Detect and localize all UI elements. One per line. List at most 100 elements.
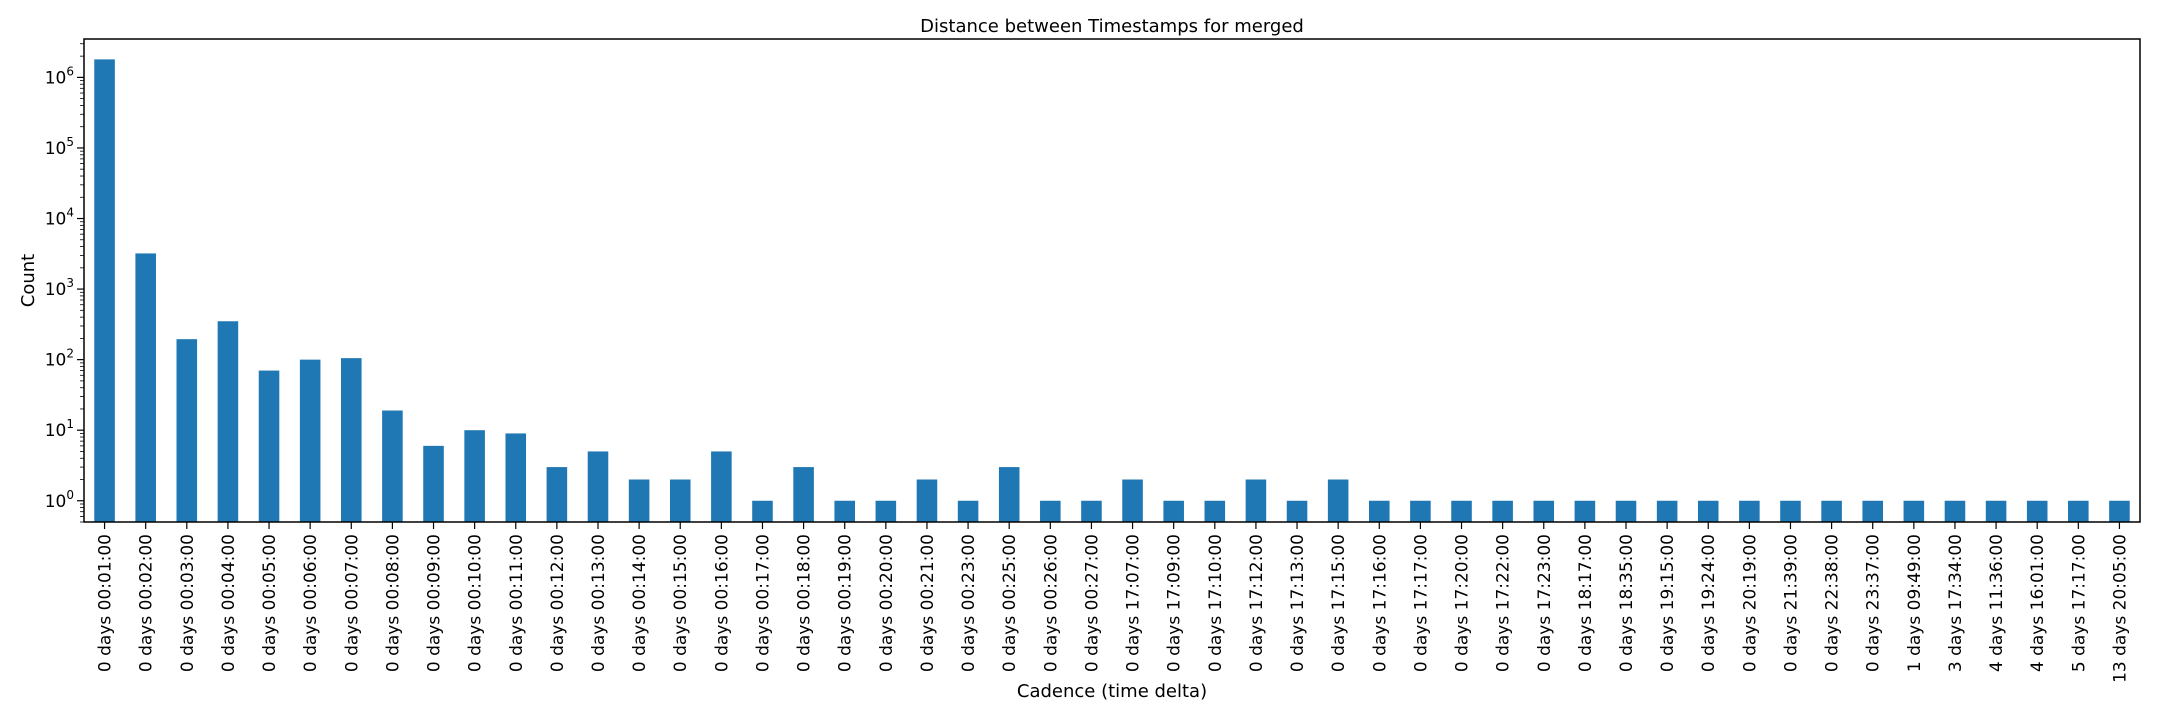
x-tick-label: 0 days 18:17:00 xyxy=(1576,534,1596,672)
bar xyxy=(669,479,691,522)
bar xyxy=(1985,500,2007,522)
bar xyxy=(423,445,444,522)
y-axis: 100 101 102 103 104 105 106 xyxy=(45,43,84,523)
y-tick-label: 105 xyxy=(45,135,74,159)
bar xyxy=(793,467,814,522)
x-tick-label: 0 days 00:11:00 xyxy=(507,534,527,672)
x-tick-label: 0 days 00:17:00 xyxy=(753,534,773,672)
bar xyxy=(1533,500,1555,522)
bar xyxy=(1081,500,1102,522)
bars-group xyxy=(94,59,2130,522)
x-tick-label: 0 days 00:09:00 xyxy=(425,534,445,672)
x-tick-label: 0 days 00:07:00 xyxy=(342,534,362,672)
bar xyxy=(628,479,650,522)
chart-title: Distance between Timestamps for merged xyxy=(920,16,1304,37)
x-tick-label: 0 days 00:18:00 xyxy=(795,534,815,672)
x-tick-label: 0 days 00:01:00 xyxy=(96,534,116,672)
bar xyxy=(1327,479,1349,522)
bar xyxy=(834,500,855,522)
bar xyxy=(1163,500,1184,522)
bar xyxy=(546,467,568,522)
bar xyxy=(1656,500,1678,522)
bar xyxy=(1492,500,1513,522)
x-tick-label: 0 days 20:19:00 xyxy=(1740,534,1760,672)
x-tick-label: 0 days 00:16:00 xyxy=(712,534,732,672)
bar xyxy=(1574,500,1596,522)
bar xyxy=(1245,479,1267,522)
bar xyxy=(1862,500,1883,522)
x-tick-label: 0 days 17:22:00 xyxy=(1494,534,1514,672)
x-tick-label: 0 days 00:15:00 xyxy=(671,534,691,672)
x-tick-label: 0 days 21:39:00 xyxy=(1781,534,1801,672)
bar xyxy=(1410,500,1431,522)
x-tick-label: 0 days 00:27:00 xyxy=(1082,534,1102,672)
x-tick-label: 3 days 17:34:00 xyxy=(1946,534,1966,672)
bar xyxy=(2109,500,2130,522)
bar xyxy=(176,339,198,522)
x-tick-label: 0 days 00:04:00 xyxy=(219,534,239,672)
x-tick-label: 13 days 20:05:00 xyxy=(2110,534,2130,683)
bar xyxy=(1780,500,1801,522)
bar xyxy=(2068,500,2089,522)
x-tick-label: 0 days 00:14:00 xyxy=(630,534,650,672)
bar xyxy=(752,500,773,522)
x-tick-label: 0 days 23:37:00 xyxy=(1864,534,1884,672)
bar xyxy=(505,433,527,522)
x-tick-label: 0 days 00:06:00 xyxy=(301,534,321,672)
bar xyxy=(998,467,1020,522)
x-tick-label: 0 days 00:05:00 xyxy=(260,534,280,672)
bar xyxy=(299,359,321,522)
bar xyxy=(957,500,979,522)
bar xyxy=(382,410,403,522)
x-tick-label: 0 days 19:15:00 xyxy=(1658,534,1678,672)
y-tick-label: 104 xyxy=(45,206,74,230)
x-tick-label: 0 days 17:16:00 xyxy=(1370,534,1390,672)
bar xyxy=(341,358,362,522)
x-tick-label: 0 days 17:12:00 xyxy=(1247,534,1267,672)
x-tick-label: 0 days 19:24:00 xyxy=(1699,534,1719,672)
bar xyxy=(217,321,239,522)
bar xyxy=(587,451,609,522)
bar xyxy=(464,430,485,522)
bar xyxy=(1615,500,1637,522)
x-tick-label: 0 days 17:23:00 xyxy=(1535,534,1555,672)
y-axis-title: Count xyxy=(18,254,39,307)
x-tick-label: 0 days 00:03:00 xyxy=(178,534,198,672)
y-tick-label: 102 xyxy=(45,347,74,371)
y-tick-label: 106 xyxy=(45,64,74,88)
x-tick-label: 1 days 09:49:00 xyxy=(1905,534,1925,672)
bar xyxy=(711,451,732,522)
x-tick-label: 0 days 00:13:00 xyxy=(589,534,609,672)
x-tick-label: 0 days 22:38:00 xyxy=(1823,534,1843,672)
x-tick-label: 0 days 00:08:00 xyxy=(383,534,403,672)
y-tick-label: 101 xyxy=(45,417,74,441)
bar xyxy=(875,500,897,522)
x-tick-label: 0 days 17:17:00 xyxy=(1411,534,1431,672)
bar xyxy=(94,59,115,522)
x-tick-label: 0 days 00:10:00 xyxy=(466,534,486,672)
x-tick-label: 4 days 11:36:00 xyxy=(1987,534,2007,672)
bar xyxy=(2026,500,2048,522)
bar xyxy=(1451,500,1472,522)
x-tick-label: 5 days 17:17:00 xyxy=(2069,534,2089,672)
x-tick-label: 0 days 00:12:00 xyxy=(548,534,568,672)
bar xyxy=(1204,500,1226,522)
x-axis-title: Cadence (time delta) xyxy=(1017,681,1207,702)
x-tick-label: 0 days 00:19:00 xyxy=(836,534,856,672)
x-tick-label: 0 days 17:07:00 xyxy=(1124,534,1144,672)
bar xyxy=(1944,500,1966,522)
x-tick-label: 0 days 00:21:00 xyxy=(918,534,938,672)
x-tick-label: 0 days 17:10:00 xyxy=(1206,534,1226,672)
bar xyxy=(1903,500,1925,522)
plot-frame xyxy=(83,38,2141,523)
x-tick-label: 0 days 17:15:00 xyxy=(1329,534,1349,672)
x-tick-label: 0 days 00:26:00 xyxy=(1041,534,1061,672)
bar xyxy=(1040,500,1061,522)
bar xyxy=(1697,500,1719,522)
x-tick-label: 0 days 00:25:00 xyxy=(1000,534,1020,672)
x-tick-label: 0 days 18:35:00 xyxy=(1617,534,1637,672)
bar xyxy=(1122,479,1143,522)
y-tick-label: 100 xyxy=(45,488,74,512)
bar xyxy=(1286,500,1308,522)
